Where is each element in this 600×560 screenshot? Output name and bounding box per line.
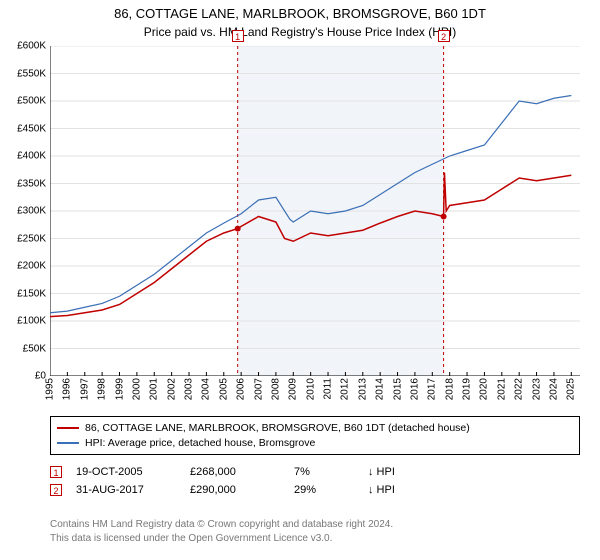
x-tick-label: 2000 xyxy=(131,378,142,400)
x-tick-label: 2011 xyxy=(323,378,334,400)
sale-hpi-indicator: ↓ HPI xyxy=(368,466,395,478)
x-tick-label: 1996 xyxy=(62,378,73,400)
x-tick-label: 2007 xyxy=(253,378,264,400)
sales-table: 1 19-OCT-2005 £268,000 7% ↓ HPI 2 31-AUG-2017 £… xyxy=(50,460,580,496)
sale-price: £268,000 xyxy=(190,466,280,478)
footer-attribution: Contains HM Land Registry data © Crown c… xyxy=(50,518,393,545)
legend-item: HPI: Average price, detached house, Brom… xyxy=(57,436,573,451)
y-tick-label: £300K xyxy=(17,206,46,217)
x-tick-label: 2008 xyxy=(270,378,281,400)
x-tick-label: 1998 xyxy=(97,378,108,400)
x-tick-label: 2016 xyxy=(409,378,420,400)
footer-line2: This data is licensed under the Open Gov… xyxy=(50,532,393,546)
x-tick-label: 2020 xyxy=(479,378,490,400)
x-tick-label: 2013 xyxy=(357,378,368,400)
legend-label: 86, COTTAGE LANE, MARLBROOK, BROMSGROVE,… xyxy=(85,421,470,436)
y-tick-label: £450K xyxy=(17,123,46,134)
x-tick-label: 2005 xyxy=(218,378,229,400)
x-tick-label: 2018 xyxy=(444,378,455,400)
x-tick-label: 2014 xyxy=(375,378,386,400)
sale-date: 31-AUG-2017 xyxy=(76,484,176,496)
x-tick-label: 2022 xyxy=(514,378,525,400)
sale-row: 2 31-AUG-2017 £290,000 29% ↓ HPI xyxy=(50,484,580,496)
sale-pct: 29% xyxy=(294,484,354,496)
x-tick-label: 2009 xyxy=(288,378,299,400)
x-tick-label: 2025 xyxy=(566,378,577,400)
x-tick-label: 2019 xyxy=(462,378,473,400)
sale-hpi-indicator: ↓ HPI xyxy=(368,484,395,496)
sale-marker-icon: 2 xyxy=(50,484,62,496)
x-tick-label: 2024 xyxy=(548,378,559,400)
x-tick-label: 1997 xyxy=(79,378,90,400)
legend-item: 86, COTTAGE LANE, MARLBROOK, BROMSGROVE,… xyxy=(57,421,573,436)
sale-marker-icon: 1 xyxy=(50,466,62,478)
y-tick-label: £50K xyxy=(23,343,46,354)
x-tick-label: 1995 xyxy=(45,378,56,400)
sale-marker-2: 2 xyxy=(438,30,450,42)
chart-title: 86, COTTAGE LANE, MARLBROOK, BROMSGROVE,… xyxy=(0,0,600,23)
y-tick-label: £350K xyxy=(17,178,46,189)
legend: 86, COTTAGE LANE, MARLBROOK, BROMSGROVE,… xyxy=(50,416,580,455)
line-chart xyxy=(50,46,580,376)
sale-price: £290,000 xyxy=(190,484,280,496)
sale-row: 1 19-OCT-2005 £268,000 7% ↓ HPI xyxy=(50,466,580,478)
chart-area: £0£50K£100K£150K£200K£250K£300K£350K£400… xyxy=(50,46,580,376)
x-tick-label: 2010 xyxy=(305,378,316,400)
sale-pct: 7% xyxy=(294,466,354,478)
x-tick-label: 2004 xyxy=(201,378,212,400)
y-tick-label: £150K xyxy=(17,288,46,299)
sale-date: 19-OCT-2005 xyxy=(76,466,176,478)
y-tick-label: £600K xyxy=(17,41,46,52)
chart-subtitle: Price paid vs. HM Land Registry's House … xyxy=(0,23,600,39)
x-tick-label: 2023 xyxy=(531,378,542,400)
legend-swatch xyxy=(57,427,79,429)
y-tick-label: £100K xyxy=(17,316,46,327)
y-tick-label: £250K xyxy=(17,233,46,244)
legend-swatch xyxy=(57,442,79,444)
x-tick-label: 2021 xyxy=(496,378,507,400)
x-tick-label: 2002 xyxy=(166,378,177,400)
x-tick-label: 2012 xyxy=(340,378,351,400)
y-tick-label: £500K xyxy=(17,96,46,107)
y-tick-label: £400K xyxy=(17,151,46,162)
y-tick-label: £550K xyxy=(17,68,46,79)
x-tick-label: 2006 xyxy=(236,378,247,400)
x-tick-label: 1999 xyxy=(114,378,125,400)
x-tick-label: 2015 xyxy=(392,378,403,400)
legend-label: HPI: Average price, detached house, Brom… xyxy=(85,436,315,451)
x-tick-label: 2003 xyxy=(184,378,195,400)
y-tick-label: £200K xyxy=(17,261,46,272)
sale-marker-1: 1 xyxy=(232,30,244,42)
x-tick-label: 2017 xyxy=(427,378,438,400)
x-tick-label: 2001 xyxy=(149,378,160,400)
footer-line1: Contains HM Land Registry data © Crown c… xyxy=(50,518,393,532)
